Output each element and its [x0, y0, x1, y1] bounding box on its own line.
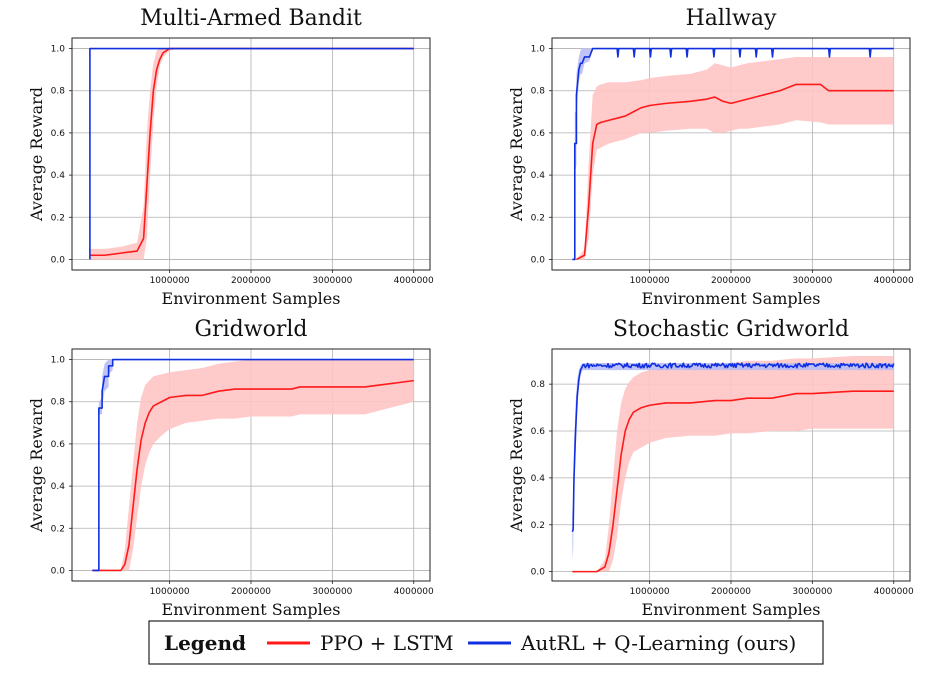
series-line-autrl-multi-armed-bandit — [89, 47, 414, 260]
chart-title-stochastic-gridworld: Stochastic Gridworld — [613, 317, 849, 342]
y-axis-label: Average Reward — [27, 398, 46, 533]
x-tick-label: 4000000 — [394, 587, 434, 597]
y-axis-label: Average Reward — [27, 87, 46, 222]
confidence-band-ppo-stochastic-gridworld — [572, 356, 894, 572]
chart-panel-gridworld: 1000000 2000000 3000000 4000000 0.0 0.2 0.4 0.6… — [27, 317, 434, 619]
legend-title: Legend — [164, 631, 246, 655]
y-tick-label: 0.8 — [51, 398, 66, 408]
x-axis-label: Environment Samples — [642, 289, 821, 308]
y-tick-label: 0.4 — [51, 171, 66, 181]
x-tick-label: 4000000 — [874, 276, 914, 286]
series-line-ppo-multi-armed-bandit — [89, 47, 414, 257]
confidence-band-ppo-gridworld — [92, 359, 414, 571]
x-tick-label: 3000000 — [312, 587, 352, 597]
y-tick-label: 0.0 — [51, 566, 66, 576]
x-axis-label: Environment Samples — [642, 600, 821, 619]
y-tick-label: 0.0 — [531, 255, 546, 265]
y-tick-label: 0.2 — [531, 521, 545, 531]
x-tick-label: 3000000 — [312, 276, 352, 286]
y-tick-label: 0.8 — [51, 87, 66, 97]
x-tick-label: 2000000 — [231, 587, 271, 597]
y-tick-label: 0.0 — [51, 255, 66, 265]
y-tick-label: 1.0 — [51, 356, 66, 366]
x-axis-label: Environment Samples — [162, 289, 341, 308]
y-tick-label: 0.2 — [51, 213, 65, 223]
confidence-band-ppo-hallway — [576, 56, 894, 260]
x-tick-label: 1000000 — [630, 587, 670, 597]
y-tick-label: 1.0 — [531, 45, 546, 55]
x-tick-label: 3000000 — [792, 587, 832, 597]
legend-box: Legend : PPO + LSTM AutRL + Q-Learning (… — [148, 620, 824, 665]
y-tick-label: 0.4 — [51, 482, 66, 492]
y-tick-label: 0.2 — [51, 524, 65, 534]
chart-panel-multi-armed-bandit: 1000000 2000000 3000000 4000000 0.0 0.2 0.4 0.6… — [27, 6, 434, 308]
y-axis-label: Average Reward — [507, 398, 526, 533]
y-tick-label: 0.6 — [51, 440, 66, 450]
y-tick-label: 0.6 — [531, 129, 546, 139]
chart-panel-hallway: 1000000 2000000 3000000 4000000 0.0 0.2 0.4 0.6… — [507, 6, 914, 308]
x-tick-label: 4000000 — [394, 276, 434, 286]
y-tick-label: 0.6 — [531, 427, 546, 437]
series-line-ppo-hallway — [576, 83, 894, 261]
x-tick-label: 2000000 — [711, 276, 751, 286]
y-tick-label: 0.2 — [531, 213, 545, 223]
x-tick-label: 1000000 — [150, 276, 190, 286]
x-tick-label: 2000000 — [711, 587, 751, 597]
y-tick-label: 0.6 — [51, 129, 66, 139]
x-tick-label: 3000000 — [792, 276, 832, 286]
x-tick-label: 4000000 — [874, 587, 914, 597]
chart-title-gridworld: Gridworld — [195, 317, 308, 342]
series-line-autrl-gridworld — [92, 358, 414, 572]
legend-colon: : — [240, 631, 247, 655]
y-tick-label: 0.8 — [531, 380, 546, 390]
series-line-ppo-stochastic-gridworld — [572, 390, 894, 573]
y-tick-label: 1.0 — [51, 45, 66, 55]
y-tick-label: 0.4 — [531, 171, 546, 181]
legend-label-autrl: AutRL + Q-Learning (ours) — [520, 631, 796, 655]
series-line-ppo-gridworld — [92, 379, 414, 572]
chart-title-hallway: Hallway — [686, 6, 777, 31]
chart-title-multi-armed-bandit: Multi-Armed Bandit — [140, 6, 362, 31]
confidence-band-ppo-multi-armed-bandit — [89, 48, 414, 260]
x-axis-label: Environment Samples — [162, 600, 341, 619]
y-tick-label: 0.0 — [531, 568, 546, 578]
series-line-autrl-hallway — [572, 47, 894, 261]
x-tick-label: 1000000 — [150, 587, 190, 597]
x-tick-label: 1000000 — [630, 276, 670, 286]
y-tick-label: 0.4 — [531, 474, 546, 484]
x-tick-label: 2000000 — [231, 276, 271, 286]
y-axis-label: Average Reward — [507, 87, 526, 222]
y-tick-label: 0.8 — [531, 87, 546, 97]
legend-label-ppo: PPO + LSTM — [320, 631, 454, 655]
chart-panel-stochastic-gridworld: 1000000 2000000 3000000 4000000 0.0 0.2 0.4 0.6… — [507, 317, 914, 619]
series-line-autrl-stochastic-gridworld — [571, 362, 895, 533]
